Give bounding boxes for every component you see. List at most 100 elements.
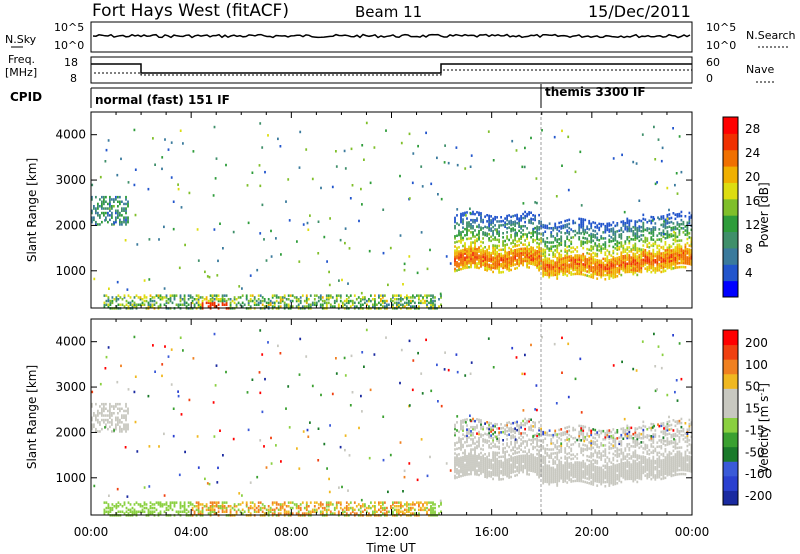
power-cell (197, 298, 200, 301)
power-cell (125, 211, 127, 215)
velocity-cell (554, 474, 557, 477)
power-cell (628, 250, 631, 253)
power-cell (580, 268, 583, 272)
velocity-cell (538, 467, 540, 471)
velocity-cell (634, 429, 637, 432)
power-cell (672, 127, 674, 130)
velocity-cell (574, 475, 577, 479)
power-cell (556, 267, 559, 270)
power-cell (600, 271, 603, 275)
power-cell (247, 299, 250, 303)
power-cell (664, 226, 667, 230)
velocity-cell (568, 425, 571, 429)
velocity-cell (572, 465, 575, 469)
velocity-cell (480, 468, 482, 471)
power-cell (524, 255, 526, 259)
power-cell (510, 252, 512, 255)
power-cell (460, 220, 462, 224)
velocity-cell (474, 452, 476, 456)
velocity-cell (552, 460, 555, 463)
velocity-cell (476, 446, 478, 450)
power-cell (93, 277, 96, 281)
velocity-cell (474, 454, 476, 458)
power-cell (430, 298, 432, 301)
power-cell (644, 263, 647, 266)
power-cell (632, 266, 635, 270)
power-cell (506, 243, 508, 246)
power-cell (408, 299, 410, 303)
power-cell (326, 260, 328, 263)
power-cell (225, 301, 228, 305)
power-cell (532, 254, 534, 258)
velocity-cell (514, 474, 516, 477)
power-cell (678, 135, 681, 138)
power-cell (542, 272, 545, 276)
power-cell (576, 266, 579, 269)
power-cell (614, 234, 617, 238)
power-cell (564, 244, 567, 247)
velocity-cell (640, 457, 643, 460)
power-cell (468, 259, 470, 263)
power-cell (468, 237, 470, 240)
velocity-cell (612, 464, 615, 468)
power-cell (476, 239, 478, 243)
power-cell (472, 225, 474, 228)
power-cell (596, 263, 599, 266)
velocity-cell (604, 470, 607, 474)
power-cell (528, 251, 530, 255)
velocity-cell (468, 458, 470, 462)
velocity-cell (602, 472, 605, 476)
velocity-cell (648, 475, 651, 478)
power-cell (440, 303, 442, 306)
power-cell (554, 261, 557, 264)
velocity-cell (654, 435, 657, 438)
velocity-cell (588, 482, 591, 485)
power-cell (644, 255, 647, 258)
power-cell (279, 299, 282, 303)
power-cell (93, 205, 95, 208)
power-cell (554, 253, 557, 256)
power-cell (522, 257, 524, 261)
power-cell (520, 259, 522, 263)
velocity-cell (590, 460, 593, 463)
velocity-cell (534, 460, 536, 463)
power-cell (686, 252, 689, 255)
power-cell (580, 219, 583, 223)
power-cell (207, 305, 210, 308)
velocity-cell (632, 475, 635, 479)
power-cell (530, 250, 532, 253)
power-cell (536, 245, 538, 249)
velocity-cell (578, 467, 581, 470)
power-cell (462, 226, 464, 229)
power-cell (628, 219, 631, 222)
velocity-cell (498, 474, 500, 477)
power-cell (598, 228, 601, 232)
velocity-cell (474, 442, 476, 445)
power-cell (550, 261, 553, 265)
power-cell (570, 228, 573, 231)
velocity-cell (546, 468, 549, 471)
power-cell (121, 214, 123, 217)
velocity-cell (618, 454, 621, 458)
velocity-cell (648, 448, 651, 452)
velocity-cell (604, 433, 607, 437)
power-cell (510, 268, 512, 272)
velocity-cell (622, 429, 625, 432)
power-cell (580, 254, 583, 258)
velocity-cell (530, 453, 532, 456)
velocity-cell (454, 470, 456, 474)
power-cell (578, 217, 581, 221)
power-cell (153, 296, 156, 299)
power-cell (542, 252, 545, 255)
velocity-cell (628, 442, 631, 446)
power-cell (652, 252, 655, 256)
velocity-cell (662, 422, 665, 425)
power-cell (518, 258, 520, 261)
power-cell (690, 236, 693, 240)
velocity-cell (666, 420, 669, 424)
power-cell (305, 294, 308, 297)
velocity-cell (532, 459, 534, 463)
velocity-cell (588, 429, 591, 432)
